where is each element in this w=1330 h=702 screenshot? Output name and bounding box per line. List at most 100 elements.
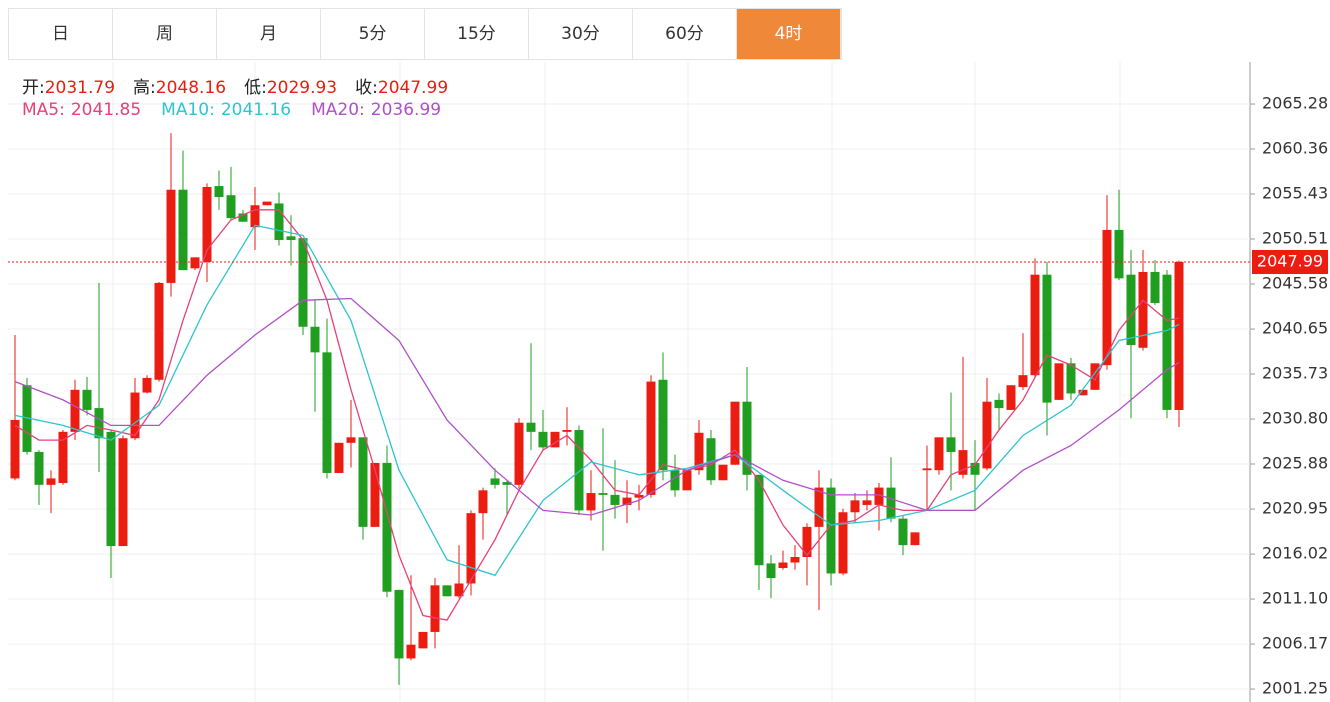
candle-body xyxy=(646,381,656,495)
candle-body xyxy=(478,490,488,514)
candle-body xyxy=(790,557,800,563)
info-label: 低: xyxy=(244,78,267,98)
candle-body xyxy=(1078,389,1088,396)
candle-body xyxy=(214,186,224,198)
y-tick-label: 2045.58 xyxy=(1262,274,1328,293)
ma-legend: MA5: 2041.85 MA10: 2041.16 MA20: 2036.99 xyxy=(22,100,461,120)
candle-body xyxy=(1174,261,1184,411)
last-price-box xyxy=(1252,249,1328,274)
legend-label: MA10: xyxy=(161,100,215,120)
candle-body xyxy=(730,401,740,465)
candle-body xyxy=(406,644,416,659)
candle-body xyxy=(250,205,260,228)
info-value: 2047.99 xyxy=(377,78,449,98)
candle-body xyxy=(670,470,680,491)
candle-body xyxy=(1054,363,1064,400)
period-tab[interactable]: 5分 xyxy=(321,9,425,59)
candle-body xyxy=(1042,274,1052,403)
candle-body xyxy=(550,431,560,448)
candle-body xyxy=(946,437,956,452)
last-price-label: 2047.99 xyxy=(1257,251,1323,270)
candle-body xyxy=(586,493,596,511)
period-tab[interactable]: 周 xyxy=(113,9,217,59)
candle-body xyxy=(334,442,344,473)
candle-body xyxy=(598,493,608,495)
y-tick-label: 2035.73 xyxy=(1262,364,1328,383)
y-tick-label: 2025.88 xyxy=(1262,454,1328,473)
candle-body xyxy=(742,401,752,475)
candle-body xyxy=(970,462,980,475)
candle-body xyxy=(826,487,836,574)
candle-body xyxy=(934,437,944,471)
candle-body xyxy=(490,478,500,485)
period-tab[interactable]: 60分 xyxy=(633,9,737,59)
candle-body xyxy=(238,213,248,222)
candle-body xyxy=(454,583,464,597)
info-label: 高: xyxy=(133,78,156,98)
candle-body xyxy=(502,482,512,485)
y-tick-label: 2060.36 xyxy=(1262,138,1328,157)
y-tick-label: 2040.65 xyxy=(1262,319,1328,338)
candle-body xyxy=(562,430,572,432)
candle-body xyxy=(802,526,812,558)
candle-body xyxy=(922,468,932,471)
candle-body xyxy=(70,389,80,432)
candle-body xyxy=(130,392,140,439)
candle-body xyxy=(874,487,884,505)
period-tab[interactable]: 日 xyxy=(9,9,113,59)
candle-body xyxy=(370,462,380,527)
period-tab[interactable]: 30分 xyxy=(529,9,633,59)
candle-body xyxy=(1138,271,1148,348)
info-value: 2031.79 xyxy=(44,78,116,98)
candle-body xyxy=(466,513,476,584)
candle-body xyxy=(574,430,584,511)
candle-body xyxy=(994,399,1004,409)
legend-label: MA20: xyxy=(311,100,365,120)
info-value: 2029.93 xyxy=(266,78,338,98)
candle-body xyxy=(94,408,104,439)
candle-body xyxy=(394,589,404,659)
period-tab[interactable]: 4时 xyxy=(737,9,841,59)
candle-body xyxy=(958,450,968,475)
vertical-grid xyxy=(112,62,1121,702)
candle-body xyxy=(310,326,320,353)
candle-body xyxy=(514,422,524,485)
candle-body xyxy=(418,631,428,649)
candle-body xyxy=(442,585,452,597)
y-tick-label: 2050.51 xyxy=(1262,228,1328,247)
y-tick-label: 2065.28 xyxy=(1262,94,1328,113)
period-tab[interactable]: 15分 xyxy=(425,9,529,59)
y-tick-label: 2020.95 xyxy=(1262,499,1328,518)
candle-body xyxy=(358,437,368,527)
y-tick-label: 2055.43 xyxy=(1262,184,1328,203)
candle-body xyxy=(718,464,728,481)
candle-body xyxy=(610,494,620,505)
ma-line xyxy=(14,297,1180,516)
candle-body xyxy=(118,438,128,547)
candle-body xyxy=(886,487,896,519)
legend-value: 2041.16 xyxy=(220,100,292,120)
candle-body xyxy=(526,422,536,432)
candle-body xyxy=(346,437,356,443)
candle-body xyxy=(1018,375,1028,388)
legend-label: MA5: xyxy=(22,100,65,120)
candle-body xyxy=(262,201,272,206)
candle-body xyxy=(298,238,308,327)
candle-body xyxy=(694,432,704,471)
period-tab[interactable]: 月 xyxy=(217,9,321,59)
y-tick-label: 2030.80 xyxy=(1262,409,1328,428)
candle-body xyxy=(910,532,920,546)
candle-body xyxy=(538,431,548,448)
period-tabs: 日周月 5分 15分 30分 60分 4时 xyxy=(8,8,842,60)
candle-body xyxy=(154,282,164,380)
candle-body xyxy=(286,236,296,240)
y-tick-label: 2011.10 xyxy=(1262,589,1328,608)
candle-body xyxy=(1114,229,1124,279)
candle-body xyxy=(778,562,788,568)
candle-body xyxy=(706,438,716,481)
y-tick-label: 2001.25 xyxy=(1262,679,1328,698)
candle-body xyxy=(658,379,668,471)
ma-line xyxy=(14,224,1180,577)
